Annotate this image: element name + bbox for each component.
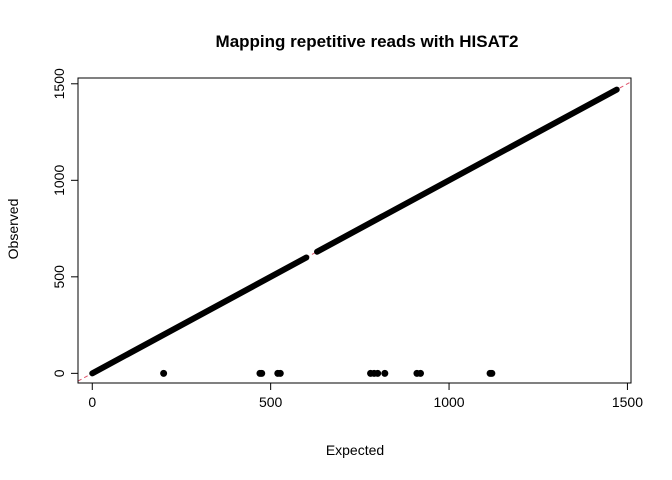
x-tick-label: 1500 [612,394,643,410]
data-point [276,369,284,377]
y-tick-label: 1000 [51,165,67,196]
data-point [258,369,266,377]
data-point [160,369,168,377]
data-point [381,369,389,377]
data-point [374,369,382,377]
data-point [488,369,496,377]
y-tick-label: 500 [51,265,67,289]
data-points-group [89,86,620,377]
x-axis-title: Expected [326,442,384,458]
y-tick-label: 0 [51,369,67,377]
x-tick-label: 1000 [433,394,464,410]
y-axis-title: Observed [5,199,21,260]
x-tick-label: 500 [259,394,283,410]
y-tick-label: 1500 [51,68,67,99]
chart-title: Mapping repetitive reads with HISAT2 [216,32,519,51]
data-point [417,369,425,377]
y-axis: 0 500 1000 1500 [51,68,79,377]
x-tick-label: 0 [88,394,96,410]
diagonal-points-run [314,86,620,255]
x-axis: 0 500 1000 1500 [88,382,643,410]
diagonal-points-run [89,254,310,377]
